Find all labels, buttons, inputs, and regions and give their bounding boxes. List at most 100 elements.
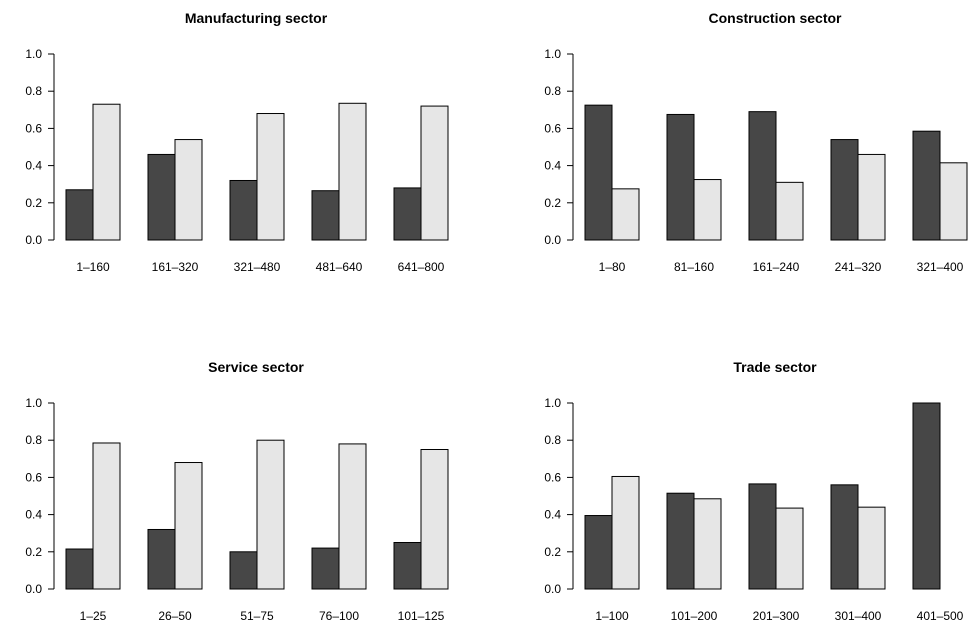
bar-series-2 bbox=[857, 153, 886, 241]
bar-series-2 bbox=[611, 475, 640, 590]
y-tick-label: 0.8 bbox=[544, 84, 561, 98]
x-tick-label: 161–320 bbox=[152, 260, 199, 274]
y-axis: 0.0 0.2 0.4 0.6 0.8 1.0 bbox=[25, 47, 55, 247]
x-tick-label: 101–125 bbox=[398, 609, 445, 623]
x-tick-label: 1–100 bbox=[595, 609, 629, 623]
bar-series-1 bbox=[830, 484, 859, 590]
bar-series-2 bbox=[775, 507, 804, 590]
y-tick-label: 0.8 bbox=[544, 433, 561, 447]
bar-series-1 bbox=[147, 153, 176, 241]
y-tick-label: 0.2 bbox=[25, 196, 42, 210]
bar-series-1 bbox=[393, 542, 422, 590]
x-tick-label: 26–50 bbox=[158, 609, 192, 623]
y-tick-label: 0.4 bbox=[25, 159, 42, 173]
bar-series-2 bbox=[611, 188, 640, 241]
bars bbox=[65, 439, 449, 590]
bar-series-1 bbox=[666, 492, 695, 590]
y-tick-label: 1.0 bbox=[544, 396, 561, 410]
x-tick-label: 1–25 bbox=[80, 609, 107, 623]
bar-series-1 bbox=[912, 130, 941, 241]
bar-series-1 bbox=[584, 515, 613, 590]
y-tick-label: 0.2 bbox=[25, 545, 42, 559]
bars bbox=[584, 104, 968, 241]
bar-series-2 bbox=[420, 449, 449, 590]
panel-title: Construction sector bbox=[708, 10, 842, 26]
x-tick-label: 401–500 bbox=[917, 609, 964, 623]
y-tick-label: 0.4 bbox=[544, 508, 561, 522]
bar-series-2 bbox=[338, 443, 367, 590]
panel-service: Service sector 0.0 0.2 0.4 0.6 0.8 1.0 1–25 26–… bbox=[25, 359, 449, 623]
x-tick-label: 241–320 bbox=[835, 260, 882, 274]
x-tick-label: 161–240 bbox=[753, 260, 800, 274]
y-tick-label: 0.0 bbox=[544, 233, 561, 247]
bar-series-1 bbox=[584, 104, 613, 241]
y-tick-label: 0.0 bbox=[544, 582, 561, 596]
y-tick-label: 1.0 bbox=[25, 47, 42, 61]
x-tick-label: 76–100 bbox=[319, 609, 359, 623]
x-tick-label: 201–300 bbox=[753, 609, 800, 623]
y-tick-label: 0.0 bbox=[25, 582, 42, 596]
bar-series-2 bbox=[174, 139, 203, 241]
bar-series-2 bbox=[775, 181, 804, 241]
bar-series-1 bbox=[311, 190, 340, 241]
bar-series-2 bbox=[256, 439, 285, 590]
bar-series-1 bbox=[65, 189, 94, 241]
panel-title: Service sector bbox=[208, 359, 304, 375]
x-tick-label: 481–640 bbox=[316, 260, 363, 274]
bar-series-2 bbox=[693, 498, 722, 590]
bar-series-1 bbox=[830, 139, 859, 241]
y-axis: 0.0 0.2 0.4 0.6 0.8 1.0 bbox=[544, 396, 574, 596]
y-tick-label: 0.6 bbox=[25, 121, 42, 135]
bar-series-1 bbox=[748, 483, 777, 590]
bar-series-1 bbox=[229, 551, 258, 590]
bar-series-2 bbox=[693, 179, 722, 241]
y-tick-label: 0.2 bbox=[544, 545, 561, 559]
bar-series-2 bbox=[420, 105, 449, 241]
bar-series-1 bbox=[666, 113, 695, 241]
y-tick-label: 0.4 bbox=[544, 159, 561, 173]
bar-series-1 bbox=[912, 402, 941, 590]
y-tick-label: 0.4 bbox=[25, 508, 42, 522]
y-axis: 0.0 0.2 0.4 0.6 0.8 1.0 bbox=[544, 47, 574, 247]
y-tick-label: 0.6 bbox=[544, 470, 561, 484]
bars bbox=[584, 402, 941, 590]
bar-series-2 bbox=[939, 162, 968, 241]
y-axis: 0.0 0.2 0.4 0.6 0.8 1.0 bbox=[25, 396, 55, 596]
y-tick-label: 1.0 bbox=[544, 47, 561, 61]
bar-series-1 bbox=[393, 187, 422, 241]
bar-series-2 bbox=[338, 102, 367, 241]
bar-series-2 bbox=[92, 442, 121, 590]
x-tick-label: 1–160 bbox=[76, 260, 110, 274]
y-tick-label: 0.8 bbox=[25, 433, 42, 447]
y-tick-label: 0.2 bbox=[544, 196, 561, 210]
x-tick-label: 641–800 bbox=[398, 260, 445, 274]
y-tick-label: 0.6 bbox=[544, 121, 561, 135]
bar-series-1 bbox=[147, 528, 176, 590]
bar-series-1 bbox=[311, 547, 340, 590]
bar-series-2 bbox=[92, 103, 121, 241]
bars bbox=[65, 102, 449, 241]
panel-manufacturing: Manufacturing sector 0.0 0.2 0.4 0.6 0.8 1.0 1… bbox=[25, 10, 449, 274]
x-tick-label: 301–400 bbox=[835, 609, 882, 623]
bar-series-2 bbox=[857, 506, 886, 590]
x-tick-label: 101–200 bbox=[671, 609, 718, 623]
y-tick-label: 0.6 bbox=[25, 470, 42, 484]
y-tick-label: 1.0 bbox=[25, 396, 42, 410]
y-tick-label: 0.8 bbox=[25, 84, 42, 98]
bar-series-1 bbox=[748, 111, 777, 241]
bar-series-1 bbox=[229, 179, 258, 241]
x-tick-label: 1–80 bbox=[599, 260, 626, 274]
y-tick-label: 0.0 bbox=[25, 233, 42, 247]
panel-title: Manufacturing sector bbox=[185, 10, 328, 26]
x-tick-label: 321–480 bbox=[234, 260, 281, 274]
panel-title: Trade sector bbox=[733, 359, 817, 375]
panel-trade: Trade sector 0.0 0.2 0.4 0.6 0.8 1.0 1–100 101–… bbox=[544, 359, 963, 623]
x-tick-label: 321–400 bbox=[917, 260, 964, 274]
bar-series-2 bbox=[174, 462, 203, 590]
bar-series-1 bbox=[65, 548, 94, 590]
x-tick-label: 51–75 bbox=[240, 609, 274, 623]
x-tick-label: 81–160 bbox=[674, 260, 714, 274]
bar-series-2 bbox=[256, 113, 285, 241]
panel-construction: Construction sector 0.0 0.2 0.4 0.6 0.8 1.0 1–… bbox=[544, 10, 968, 274]
